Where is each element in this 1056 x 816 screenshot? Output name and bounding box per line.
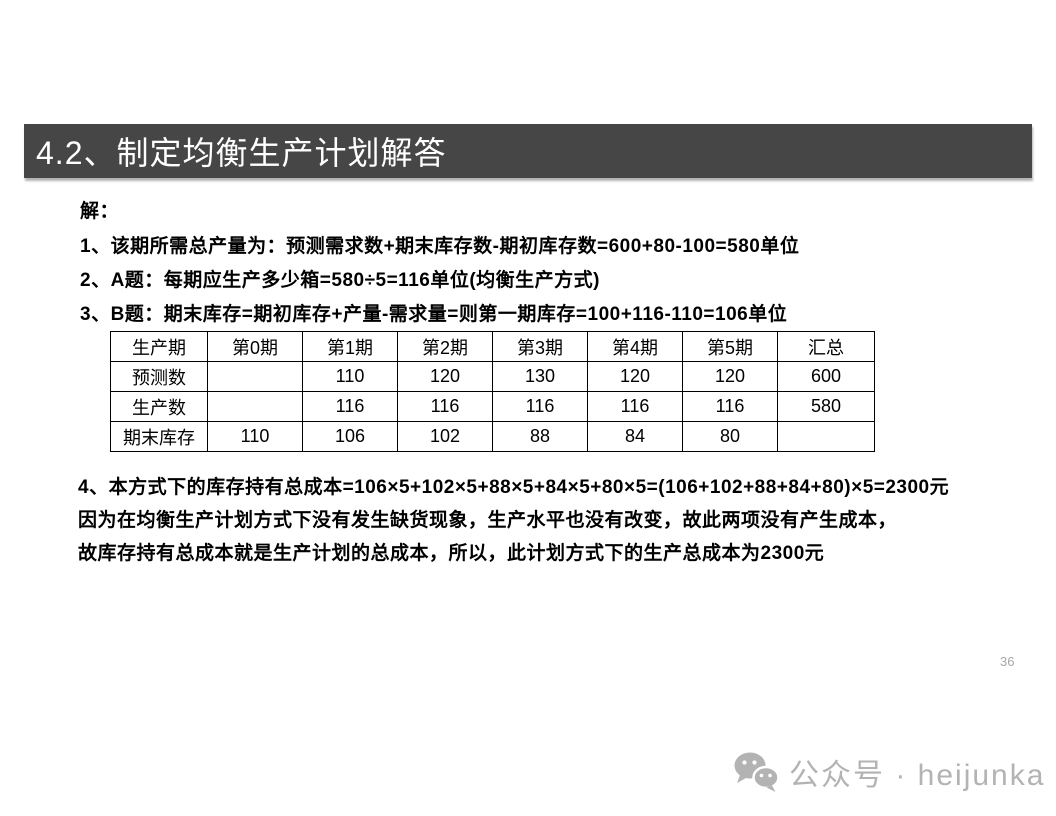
table-cell: 120 [397,361,493,392]
row-label: 生产数 [110,391,208,422]
table-cell [207,391,303,422]
row-label: 期末库存 [110,421,208,452]
solution-step-4-end: 故库存持有总成本就是生产计划的总成本，所以，此计划方式下的生产总成本为2300元 [78,543,825,564]
header-cell: 第4期 [587,331,683,362]
table-header-row: 生产期 第0期 第1期 第2期 第3期 第4期 第5期 汇总 [110,331,875,362]
header-cell: 生产期 [110,331,208,362]
header-cell: 第3期 [492,331,588,362]
table-cell: 106 [302,421,398,452]
table-cell: 600 [777,361,875,392]
header-cell: 第2期 [397,331,493,362]
header-cell: 第5期 [682,331,778,362]
table-cell: 110 [207,421,303,452]
table-cell: 116 [682,391,778,422]
slide-title: 4.2、制定均衡生产计划解答 [36,135,447,171]
table-cell: 580 [777,391,875,422]
header-cell: 汇总 [777,331,875,362]
table-cell: 102 [397,421,493,452]
table-cell: 116 [587,391,683,422]
production-plan-table: 生产期 第0期 第1期 第2期 第3期 第4期 第5期 汇总 预测数 110 1… [110,331,875,452]
slide-title-bar: 4.2、制定均衡生产计划解答 [24,124,1032,178]
page-number: 36 [1000,654,1015,669]
table-cell: 110 [302,361,398,392]
table-cell: 116 [397,391,493,422]
table-row-production: 生产数 116 116 116 116 116 580 [110,391,875,422]
table-cell: 130 [492,361,588,392]
table-cell: 120 [587,361,683,392]
solution-step-2: 2、A题：每期应生产多少箱=580÷5=116单位(均衡生产方式) [80,270,600,291]
header-cell: 第1期 [302,331,398,362]
solution-step-4-cont: 因为在均衡生产计划方式下没有发生缺货现象，生产水平也没有改变，故此两项没有产生成… [78,510,898,531]
table-cell: 84 [587,421,683,452]
footer-account-text: 公众号 · heijunka [789,759,1046,792]
solution-step-4: 4、本方式下的库存持有总成本=106×5+102×5+88×5+84×5+80×… [78,477,950,498]
header-cell: 第0期 [207,331,303,362]
solution-step-1: 1、该期所需总产量为：预测需求数+期末库存数-期初库存数=600+80-100=… [80,236,800,257]
solution-label: 解： [80,201,120,222]
table-cell: 116 [492,391,588,422]
table-cell: 116 [302,391,398,422]
table-row-ending-inventory: 期末库存 110 106 102 88 84 80 [110,421,875,452]
footer-watermark: 公众号 · heijunka [733,750,1045,794]
row-label: 预测数 [110,361,208,392]
wechat-icon [734,752,779,792]
table-row-forecast: 预测数 110 120 130 120 120 600 [110,361,875,392]
table-cell [207,361,303,392]
table-cell: 88 [492,421,588,452]
table-cell: 120 [682,361,778,392]
solution-step-3: 3、B题：期末库存=期初库存+产量-需求量=则第一期库存=100+116-110… [80,304,788,325]
table-cell [777,421,875,452]
table-cell: 80 [682,421,778,452]
